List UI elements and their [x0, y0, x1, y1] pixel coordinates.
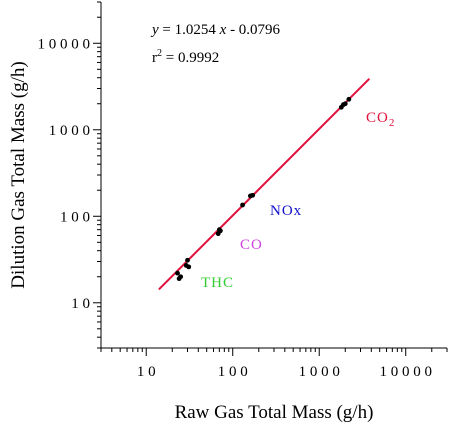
label-nox: NOx — [270, 203, 302, 219]
y-tick-label: 1 0 0 — [60, 209, 90, 225]
data-point-co2 — [346, 96, 352, 102]
equation-y: y — [150, 22, 159, 38]
y-tick-label: 1 0 0 0 — [49, 123, 90, 139]
y-tick-labels: 1 0 1 0 0 1 0 0 0 1 0 0 0 0 — [38, 36, 91, 312]
equation-equals: = 1.0254 — [159, 22, 220, 38]
y-tick-label: 1 0 0 0 0 — [38, 36, 91, 52]
equation-x: x — [219, 22, 227, 38]
x-tick-label: 1 0 0 0 — [299, 364, 340, 380]
y-tick-label: 1 0 — [71, 296, 90, 312]
data-point-nox — [240, 202, 245, 208]
r2-base: r — [152, 50, 157, 66]
equation-rest: - 0.0796 — [226, 22, 280, 38]
x-tick-labels: 1 0 1 0 0 1 0 0 0 1 0 0 0 0 — [137, 364, 432, 380]
x-tick-label: 1 0 — [137, 364, 156, 380]
regression-line — [158, 77, 371, 291]
data-point-thc — [178, 274, 184, 280]
label-co2: CO2 — [366, 110, 395, 129]
label-co2-sub: 2 — [389, 117, 396, 129]
x-tick-label: 1 0 0 — [218, 364, 248, 380]
data-point-nox — [250, 192, 256, 198]
data-point-thc — [175, 270, 180, 276]
data-point-co — [217, 228, 223, 234]
data-points — [175, 96, 352, 282]
y-axis-title: Dilution Gas Total Mass (g/h) — [8, 61, 29, 288]
x-tick-label: 1 0 0 0 0 — [379, 364, 432, 380]
r2-sup: 2 — [157, 48, 162, 59]
x-ticks — [100, 348, 448, 356]
x-axis-title: Raw Gas Total Mass (g/h) — [175, 402, 374, 423]
label-co: CO — [240, 237, 263, 253]
r-squared-text: r2 = 0.9992 — [152, 48, 219, 66]
label-co2-base: CO — [366, 110, 389, 126]
r2-rest: = 0.9992 — [162, 50, 219, 66]
label-thc: THC — [201, 275, 234, 291]
equation-text: y = 1.0254 x - 0.0796 — [150, 22, 281, 38]
data-point-thc — [185, 257, 190, 263]
y-ticks — [93, 1, 101, 349]
data-point-co2 — [342, 101, 348, 107]
data-point-thc — [186, 264, 192, 270]
